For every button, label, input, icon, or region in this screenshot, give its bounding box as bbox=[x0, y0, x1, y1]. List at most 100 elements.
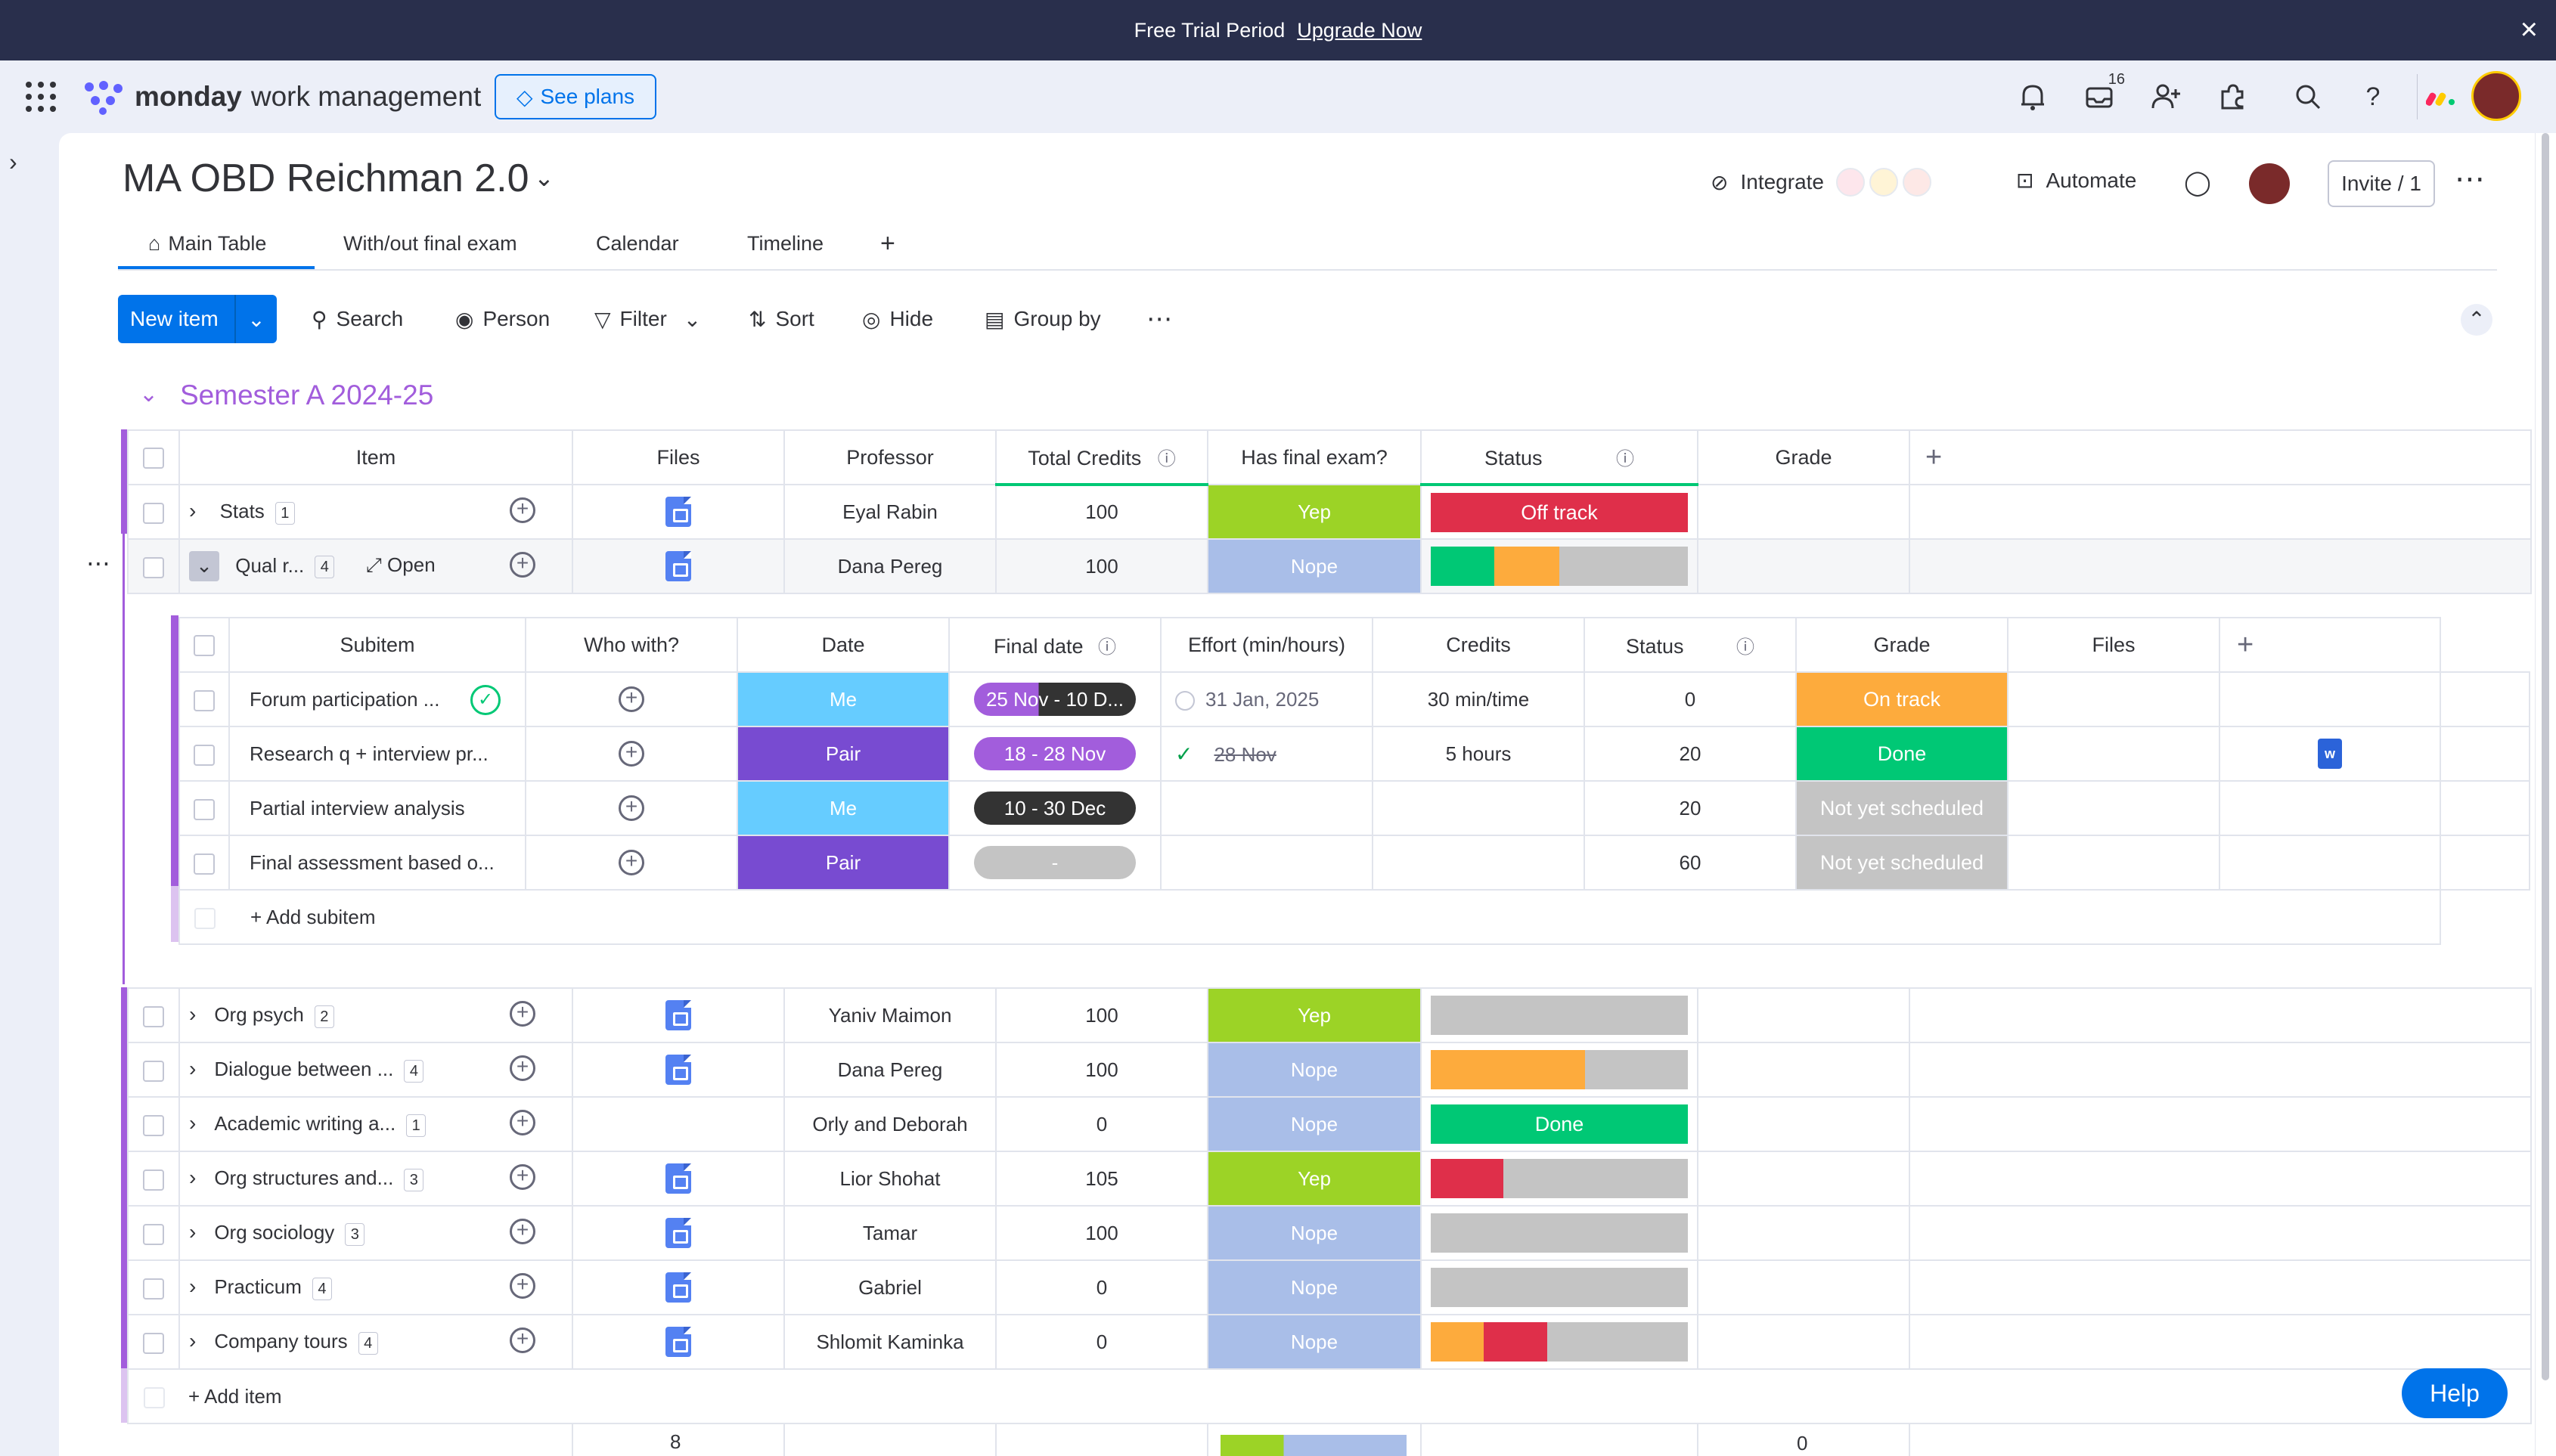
file-icon[interactable] bbox=[665, 1218, 691, 1248]
avatar[interactable] bbox=[2471, 71, 2521, 121]
word-file-icon[interactable]: w bbox=[2318, 739, 2342, 769]
row-checkbox[interactable] bbox=[143, 1114, 164, 1136]
grade-cell[interactable] bbox=[2007, 726, 2220, 782]
automate-button[interactable]: ⊡ Automate bbox=[2016, 168, 2136, 193]
status-cell[interactable] bbox=[1420, 1259, 1698, 1315]
add-update-icon[interactable] bbox=[510, 1109, 535, 1136]
who-with-cell[interactable]: Pair bbox=[737, 835, 950, 891]
row-checkbox[interactable] bbox=[143, 1060, 164, 1082]
group-by-button[interactable]: ▤ Group by bbox=[985, 295, 1101, 343]
search-icon[interactable] bbox=[2287, 76, 2329, 118]
info-icon[interactable]: ⓘ bbox=[1736, 637, 1755, 658]
files-cell[interactable] bbox=[2219, 835, 2441, 891]
status-cell[interactable] bbox=[1420, 987, 1698, 1043]
effort-cell[interactable]: 5 hours bbox=[1372, 726, 1585, 782]
column-header-date[interactable]: Date bbox=[737, 617, 950, 673]
status-cell[interactable] bbox=[1420, 1205, 1698, 1261]
effort-cell[interactable] bbox=[1372, 835, 1585, 891]
row-checkbox[interactable] bbox=[194, 744, 215, 766]
chevron-right-icon[interactable]: › bbox=[9, 148, 17, 175]
professor-cell[interactable]: Tamar bbox=[783, 1205, 997, 1261]
check-circle-icon[interactable]: ✓ bbox=[470, 685, 501, 715]
more-options-icon[interactable]: ⋯ bbox=[1146, 305, 1172, 333]
add-column-icon[interactable]: + bbox=[2219, 617, 2441, 673]
item-name[interactable]: Practicum bbox=[214, 1275, 302, 1299]
who-with-cell[interactable]: Pair bbox=[737, 726, 950, 782]
board-avatar[interactable] bbox=[2249, 163, 2290, 204]
final-date-cell[interactable]: ✓ 28 Nov bbox=[1160, 726, 1373, 782]
professor-cell[interactable]: Shlomit Kaminka bbox=[783, 1314, 997, 1370]
row-checkbox[interactable] bbox=[143, 1278, 164, 1300]
grade-cell[interactable] bbox=[1697, 1314, 1910, 1370]
grade-cell[interactable] bbox=[1697, 1151, 1910, 1207]
column-header-status[interactable]: Status ⓘ bbox=[1584, 617, 1797, 673]
final-exam-cell[interactable]: Yep bbox=[1207, 484, 1422, 540]
sort-button[interactable]: ⇅ Sort bbox=[749, 295, 814, 343]
more-options-icon[interactable]: ⋯ bbox=[2455, 163, 2486, 196]
add-update-icon[interactable] bbox=[510, 1000, 535, 1027]
final-date-cell[interactable]: 31 Jan, 2025 bbox=[1160, 671, 1373, 727]
column-header-grade[interactable]: Grade bbox=[1697, 429, 1910, 485]
professor-cell[interactable]: Eyal Rabin bbox=[783, 484, 997, 540]
update-cell[interactable] bbox=[525, 671, 738, 727]
grade-cell[interactable] bbox=[1697, 1096, 1910, 1152]
chevron-down-icon[interactable]: ⌄ bbox=[534, 164, 554, 191]
column-header-grade[interactable]: Grade bbox=[1795, 617, 2009, 673]
credits-cell[interactable]: 60 bbox=[1584, 835, 1797, 891]
who-with-cell[interactable]: Me bbox=[737, 780, 950, 836]
date-cell[interactable]: 25 Nov - 10 D... bbox=[948, 671, 1162, 727]
who-with-cell[interactable]: Me bbox=[737, 671, 950, 727]
radio-icon[interactable] bbox=[1175, 690, 1195, 711]
expand-chevron-icon[interactable]: › bbox=[189, 1220, 197, 1244]
item-name[interactable]: Dialogue between ... bbox=[214, 1058, 394, 1081]
filter-button[interactable]: ▽ Filter ⌄ bbox=[594, 295, 701, 343]
expand-chevron-icon[interactable]: › bbox=[189, 1329, 197, 1353]
column-header-total-credits[interactable]: Total Credits ⓘ bbox=[995, 429, 1208, 486]
expand-chevron-icon[interactable]: › bbox=[189, 1002, 197, 1027]
collapse-icon[interactable]: ⌃ bbox=[2461, 304, 2492, 336]
files-cell[interactable]: w bbox=[2219, 726, 2441, 782]
final-exam-cell[interactable]: Nope bbox=[1207, 1096, 1422, 1152]
monday-switcher-icon[interactable] bbox=[2420, 76, 2462, 118]
column-header-subitem[interactable]: Subitem bbox=[228, 617, 526, 673]
collapse-chevron-icon[interactable]: ⌄ bbox=[189, 551, 219, 581]
professor-cell[interactable]: Orly and Deborah bbox=[783, 1096, 997, 1152]
subitem-count[interactable]: 1 bbox=[406, 1114, 427, 1137]
search-button[interactable]: ⚲ Search bbox=[312, 295, 403, 343]
effort-cell[interactable]: 30 min/time bbox=[1372, 671, 1585, 727]
add-update-icon[interactable] bbox=[510, 1327, 535, 1354]
file-icon[interactable] bbox=[665, 1055, 691, 1085]
add-update-icon[interactable] bbox=[510, 1272, 535, 1300]
status-cell[interactable]: On track bbox=[1795, 671, 2009, 727]
grade-cell[interactable] bbox=[1697, 1205, 1910, 1261]
add-subitem-button[interactable]: + Add subitem bbox=[229, 889, 2441, 945]
table-row[interactable]: ⌄ Qual r... 4 ⤢ Open Dana Pereg 100 Nope bbox=[127, 538, 2532, 594]
tab-without-final-exam[interactable]: With/out final exam bbox=[343, 232, 517, 255]
integrate-button[interactable]: ⊘ Integrate bbox=[1711, 168, 1931, 197]
item-name[interactable]: Org sociology bbox=[214, 1221, 335, 1244]
credits-cell[interactable]: 20 bbox=[1584, 780, 1797, 836]
apps-marketplace-icon[interactable] bbox=[2211, 76, 2254, 118]
tab-calendar[interactable]: Calendar bbox=[596, 232, 679, 255]
status-cell[interactable]: Done bbox=[1795, 726, 2009, 782]
item-name[interactable]: Org structures and... bbox=[214, 1166, 394, 1190]
subitem-name[interactable]: Partial interview analysis bbox=[228, 780, 526, 836]
final-exam-cell[interactable]: Nope bbox=[1207, 1042, 1422, 1098]
item-name[interactable]: Org psych bbox=[214, 1003, 304, 1027]
files-cell[interactable] bbox=[2219, 671, 2441, 727]
row-checkbox[interactable] bbox=[194, 689, 215, 711]
subitem-count[interactable]: 2 bbox=[314, 1005, 334, 1028]
grade-cell[interactable] bbox=[1697, 987, 1910, 1043]
table-row[interactable]: › Stats 1 Eyal Rabin 100 Yep Off track bbox=[127, 484, 2532, 540]
row-checkbox[interactable] bbox=[143, 502, 164, 524]
subitem-row[interactable]: Forum participation ... ✓ Me 25 Nov - 10… bbox=[178, 671, 2530, 727]
upgrade-link[interactable]: Upgrade Now bbox=[1297, 18, 1422, 42]
expand-chevron-icon[interactable]: › bbox=[189, 1275, 197, 1299]
row-checkbox[interactable] bbox=[143, 1169, 164, 1191]
subitem-count[interactable]: 4 bbox=[404, 1059, 424, 1083]
row-checkbox[interactable] bbox=[194, 798, 215, 820]
